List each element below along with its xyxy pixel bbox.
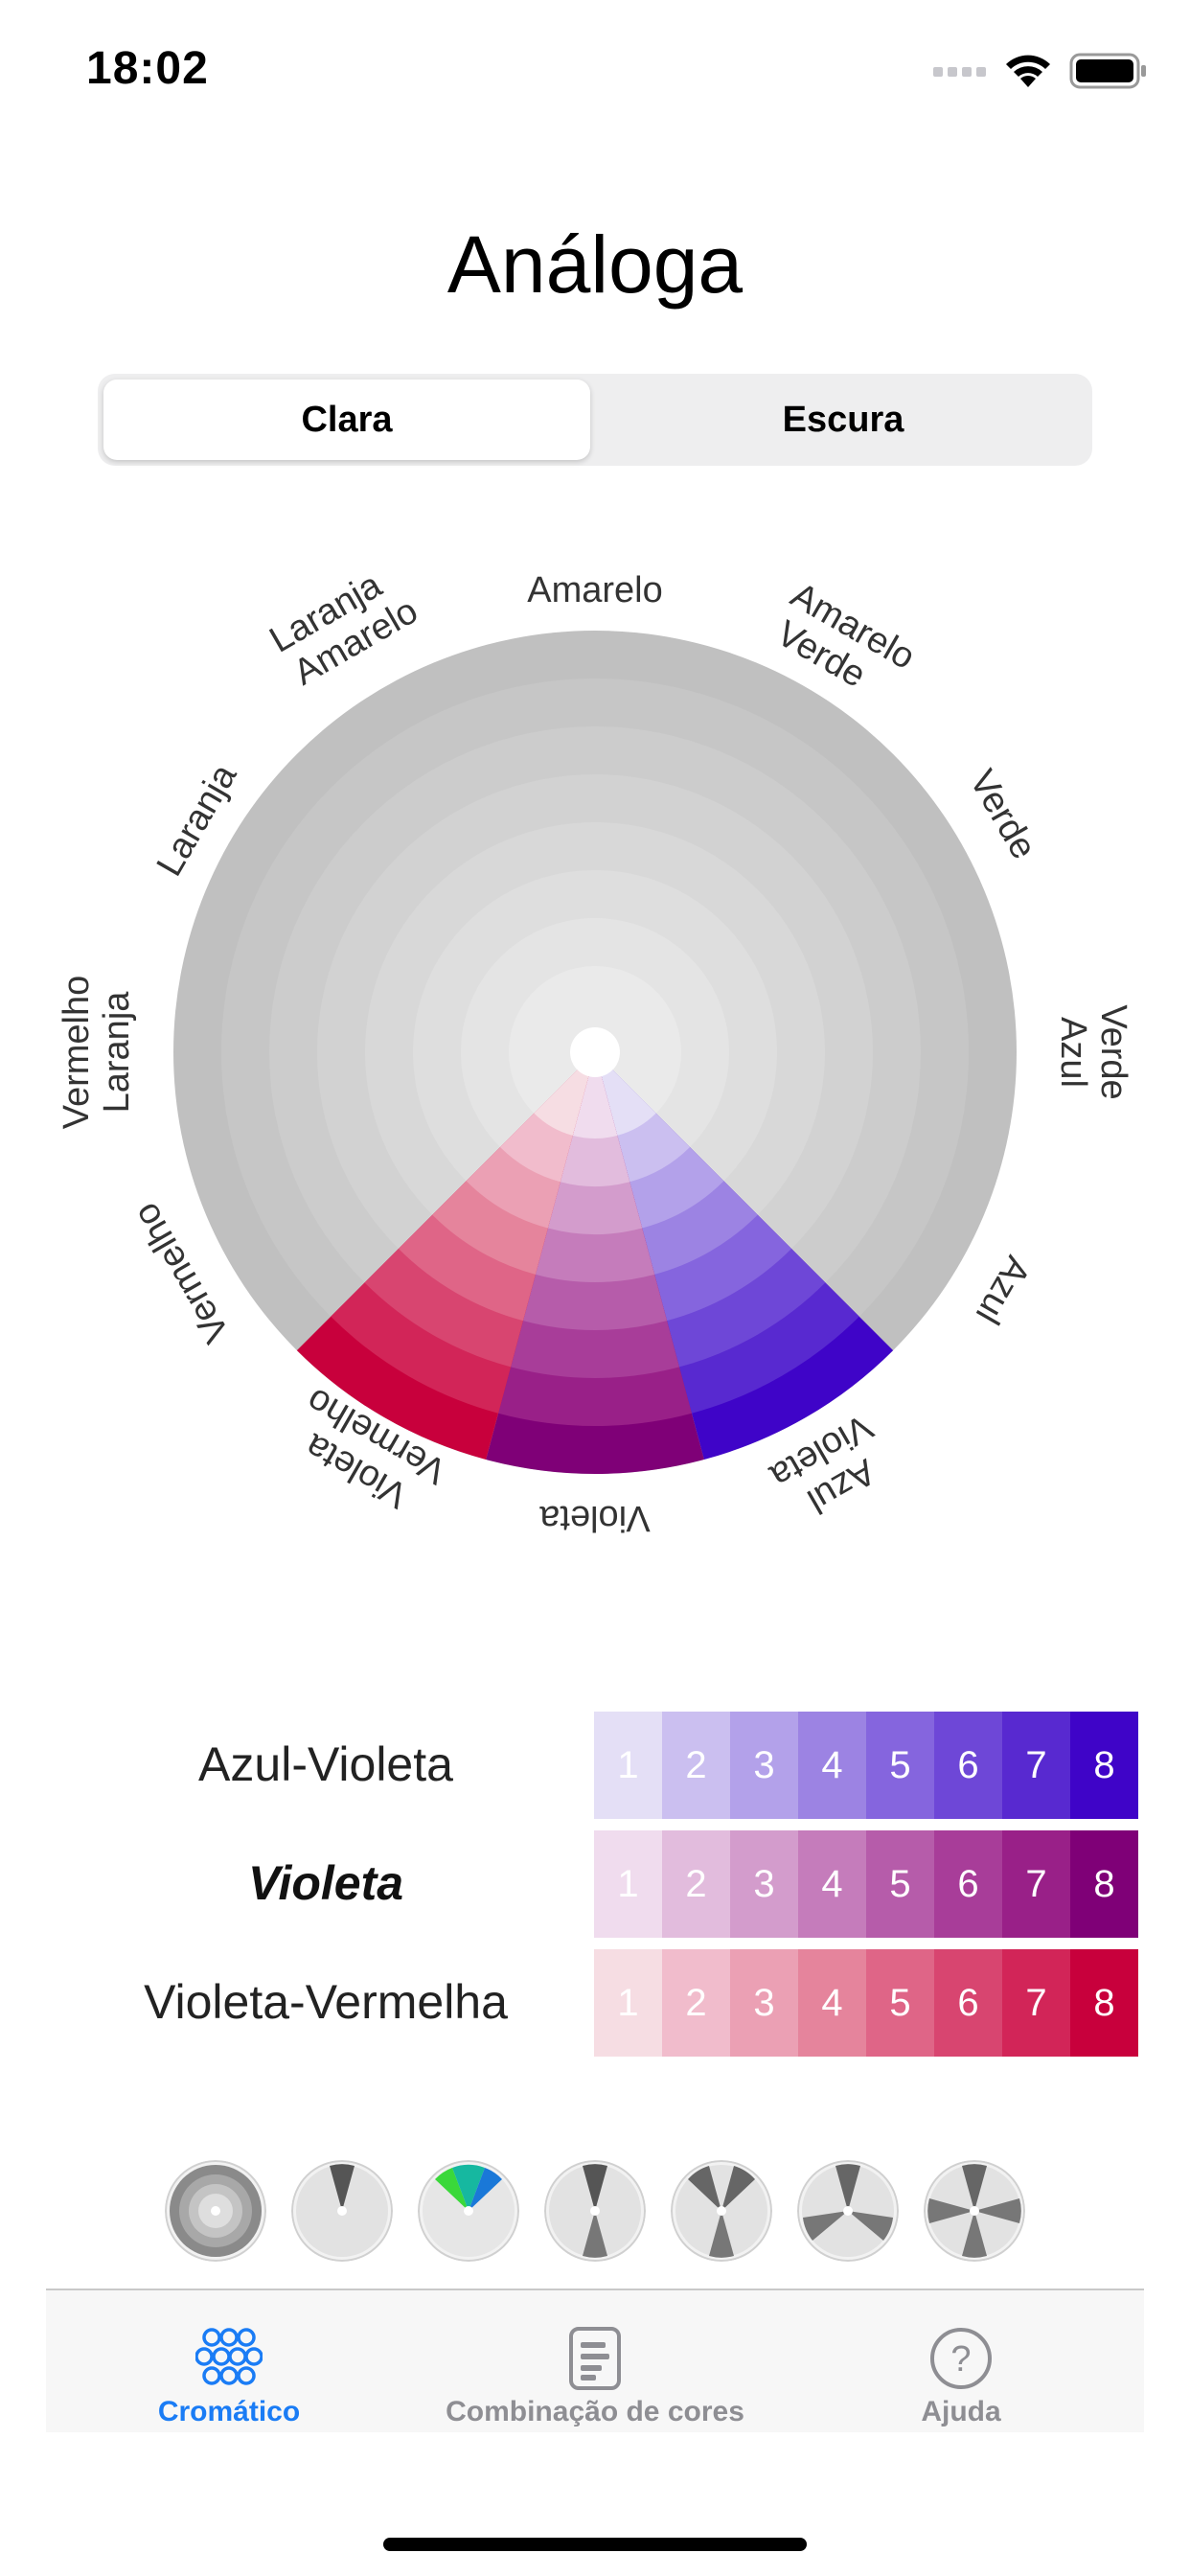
swatch[interactable]: 6 [934, 1949, 1002, 2057]
page-title: Análoga [446, 219, 744, 310]
wheel-label-vermelho-laranja-2: Laranja [97, 991, 137, 1114]
color-circles-icon [195, 2328, 263, 2385]
swatch[interactable]: 4 [798, 1830, 866, 1938]
wheel-label-verde: Verde [961, 763, 1043, 865]
wheel-segment[interactable] [534, 1052, 595, 1136]
swatch[interactable]: 8 [1070, 1949, 1138, 2057]
swatch[interactable]: 7 [1002, 1830, 1070, 1938]
tab-label: Combinação de cores [446, 2396, 744, 2427]
swatch[interactable]: 2 [662, 1830, 730, 1938]
swatch[interactable]: 4 [798, 1712, 866, 1819]
swatch-row-violeta-vermelha: 1 2 3 4 5 6 7 8 [594, 1949, 1138, 2057]
tab-combinacao-de-cores[interactable]: Combinação de cores [412, 2290, 778, 2432]
swatch[interactable]: 1 [594, 1712, 662, 1819]
wheel-label-azul: Azul [968, 1249, 1038, 1330]
wheel-center-hole [570, 1027, 620, 1077]
harmony-thumb-split-complementary[interactable] [671, 2160, 772, 2262]
wheel-segment[interactable] [595, 1052, 656, 1136]
swatch[interactable]: 1 [594, 1949, 662, 2057]
tab-bar: Cromático Combinação de cores ? Ajuda [46, 2288, 1144, 2432]
light-dark-segmented-control: Clara Escura [98, 374, 1092, 466]
swatch[interactable]: 5 [866, 1830, 934, 1938]
wheel-label-verde-azul-1: Verde [1093, 1004, 1133, 1099]
harmony-thumb-single[interactable] [291, 2160, 393, 2262]
swatch[interactable]: 7 [1002, 1949, 1070, 2057]
document-list-icon [569, 2327, 621, 2390]
row-label-violeta-vermelha: Violeta-Vermelha [144, 1975, 508, 2029]
swatch-row-violeta: 1 2 3 4 5 6 7 8 [594, 1830, 1138, 1938]
tab-ajuda[interactable]: ? Ajuda [778, 2290, 1144, 2432]
svg-text:?: ? [950, 2339, 971, 2380]
question-mark-icon: ? [930, 2328, 992, 2389]
swatch[interactable]: 3 [730, 1830, 798, 1938]
swatch[interactable]: 6 [934, 1712, 1002, 1819]
swatch[interactable]: 8 [1070, 1712, 1138, 1819]
wheel-analog-wedges [296, 1052, 894, 1474]
tab-label: Ajuda [921, 2396, 1001, 2427]
harmony-thumb-tetradic[interactable] [924, 2160, 1025, 2262]
color-wheel[interactable]: Amarelo Amarelo Verde Verde Verde Azul A… [0, 537, 1190, 1591]
wheel-label-violeta: Violeta [538, 1498, 650, 1538]
battery-icon [1069, 53, 1146, 89]
harmony-thumb-monochromatic[interactable] [165, 2160, 266, 2262]
swatch[interactable]: 6 [934, 1830, 1002, 1938]
harmony-thumb-triadic[interactable] [797, 2160, 899, 2262]
swatch[interactable]: 3 [730, 1712, 798, 1819]
segment-clara[interactable]: Clara [103, 380, 590, 460]
swatch[interactable]: 4 [798, 1949, 866, 2057]
segment-escura[interactable]: Escura [782, 399, 904, 440]
swatch[interactable]: 5 [866, 1949, 934, 2057]
wheel-segment[interactable] [572, 1052, 618, 1138]
swatch[interactable]: 2 [662, 1949, 730, 2057]
tab-cromatico[interactable]: Cromático [46, 2290, 412, 2432]
row-label-azul-violeta: Azul-Violeta [198, 1737, 453, 1791]
swatch[interactable]: 8 [1070, 1830, 1138, 1938]
signal-icon [933, 67, 986, 77]
status-time: 18:02 [86, 43, 209, 94]
status-icons [933, 52, 1148, 90]
swatch[interactable]: 5 [866, 1712, 934, 1819]
swatch[interactable]: 1 [594, 1830, 662, 1938]
wifi-icon [1006, 55, 1050, 87]
swatch-row-azul-violeta: 1 2 3 4 5 6 7 8 [594, 1712, 1138, 1819]
wheel-label-amarelo: Amarelo [527, 570, 663, 610]
wheel-label-verde-azul-2: Azul [1053, 1017, 1093, 1088]
row-label-violeta: Violeta [247, 1856, 404, 1910]
harmony-thumb-analog[interactable] [418, 2160, 519, 2262]
harmony-thumb-complementary[interactable] [544, 2160, 646, 2262]
tab-label: Cromático [157, 2396, 301, 2427]
home-indicator [383, 2538, 807, 2551]
swatch[interactable]: 3 [730, 1949, 798, 2057]
swatch[interactable]: 2 [662, 1712, 730, 1819]
swatch[interactable]: 7 [1002, 1712, 1070, 1819]
wheel-label-vermelho-laranja-1: Vermelho [57, 976, 97, 1130]
